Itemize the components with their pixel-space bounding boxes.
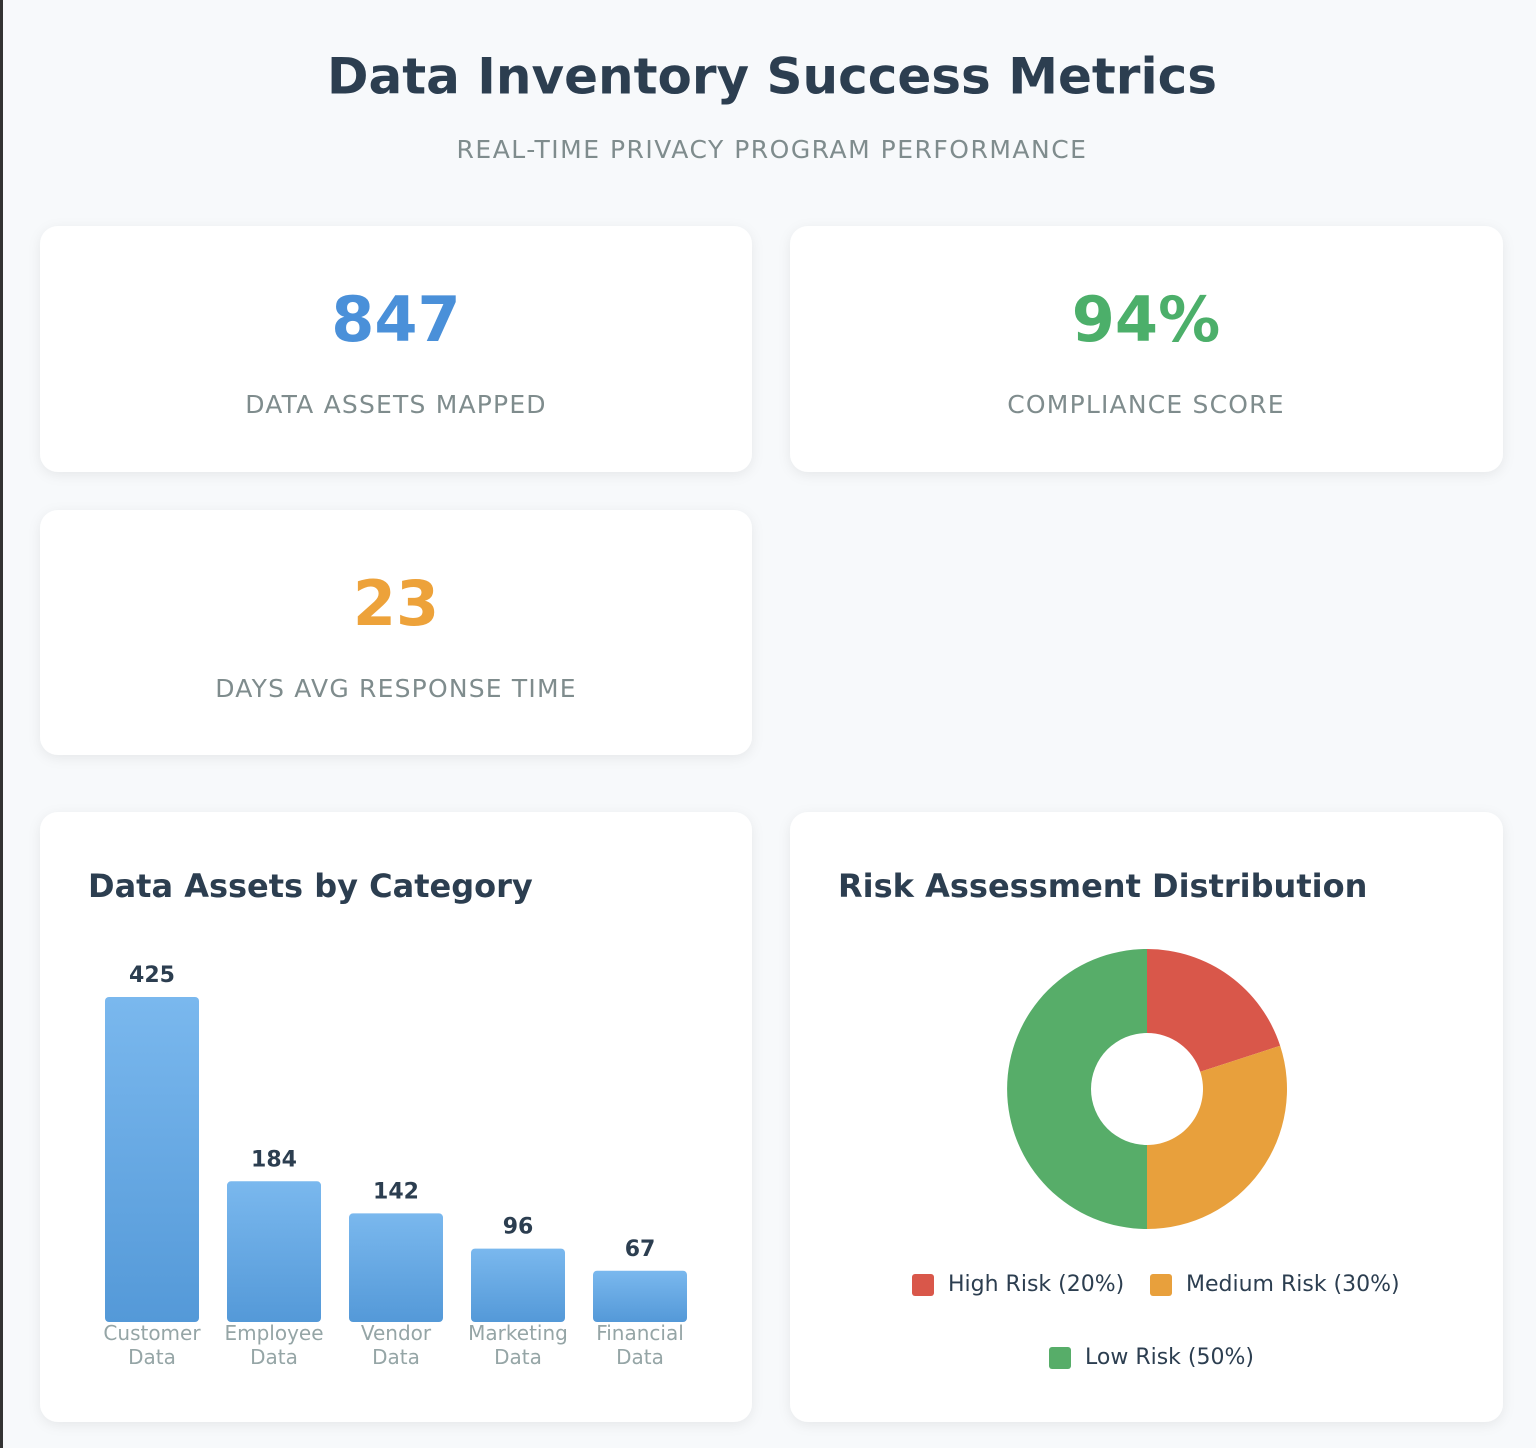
metric-value: 94% [1072,283,1220,356]
legend-swatch [912,1274,934,1296]
bar-value-label: 142 [373,1179,419,1204]
bar [593,1270,687,1322]
window-edge [0,0,3,1448]
bar-value-label: 67 [625,1237,656,1262]
bar [227,1181,321,1322]
chart-title: Data Assets by Category [88,867,533,905]
pie-segment [1147,1045,1287,1229]
legend-label: Medium Risk (30%) [1186,1272,1400,1297]
category-label: Marketing Data [468,1321,568,1369]
legend-label: High Risk (20%) [948,1272,1124,1297]
page-title: Data Inventory Success Metrics [327,48,1217,106]
bar-value-label: 425 [129,963,175,988]
legend-label: Low Risk (50%) [1085,1345,1254,1370]
category-label: Employee Data [224,1321,323,1369]
metric-label: DAYS AVG RESPONSE TIME [215,674,577,703]
bar [471,1248,565,1322]
metric-value: 23 [353,567,439,640]
cards [40,226,1503,1422]
bar [105,997,199,1322]
legend-swatch [1049,1347,1071,1369]
metric-label: COMPLIANCE SCORE [1007,390,1284,419]
chart-card [40,812,752,1422]
metric-value: 847 [331,283,460,356]
legend-swatch [1150,1274,1172,1296]
bar [349,1213,443,1322]
chart-card [790,812,1503,1422]
category-label: Financial Data [596,1321,684,1369]
pie-segment [1007,949,1147,1229]
category-label: Customer Data [103,1321,201,1369]
metric-label: DATA ASSETS MAPPED [245,390,547,419]
bar-value-label: 96 [503,1215,534,1240]
pie-segment [1147,949,1281,1072]
metric-card [40,226,752,472]
bar-value-label: 184 [251,1147,297,1172]
chart-title: Risk Assessment Distribution [838,867,1367,905]
page-subtitle: REAL-TIME PRIVACY PROGRAM PERFORMANCE [457,135,1088,164]
metric-card [790,226,1503,472]
category-label: Vendor Data [361,1321,432,1369]
metric-card [40,510,752,755]
